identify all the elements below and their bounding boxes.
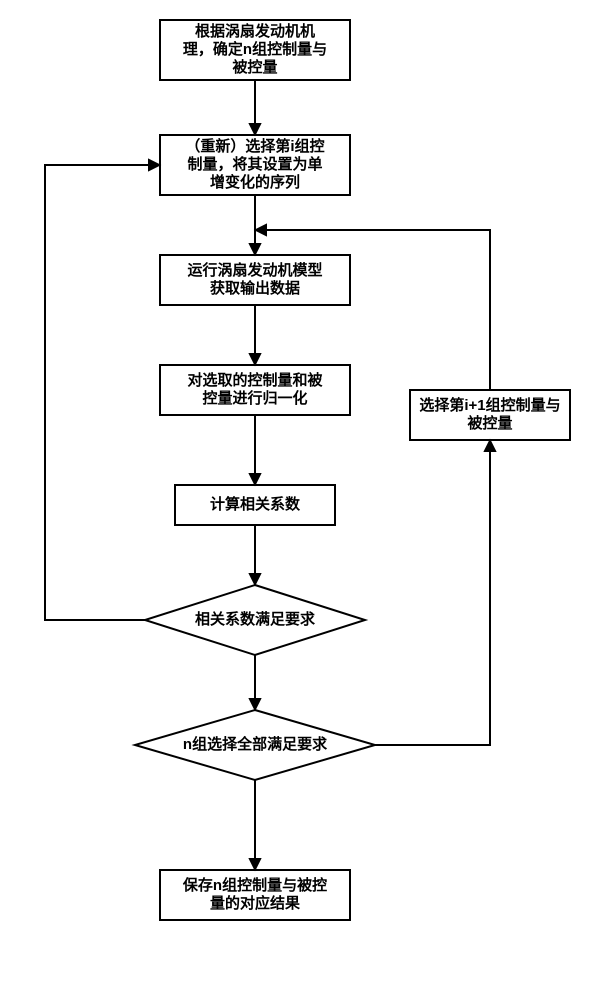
node-label: （重新）选择第i组控: [185, 137, 324, 155]
node-label: 获取输出数据: [210, 279, 300, 297]
flow-edge: [375, 440, 490, 745]
node-label: 理，确定n组控制量与: [183, 40, 327, 58]
flow-edge: [45, 165, 160, 620]
node-label: 根据涡扇发动机机: [195, 22, 315, 40]
node-label: 运行涡扇发动机模型: [187, 261, 322, 279]
node-label: n组选择全部满足要求: [183, 735, 328, 753]
node-label: 计算相关系数: [210, 495, 301, 513]
node-label: 选择第i+1组控制量与: [419, 396, 560, 414]
node-label: 量的对应结果: [210, 894, 301, 912]
node-label: 保存n组控制量与被控: [182, 876, 327, 894]
node-label: 制量，将其设置为单: [187, 155, 322, 173]
node-label: 对选取的控制量和被: [187, 371, 323, 389]
node-label: 相关系数满足要求: [195, 610, 316, 628]
node-label: 增变化的序列: [210, 173, 300, 191]
node-label: 控量进行归一化: [202, 389, 307, 407]
node-label: 被控量: [467, 414, 512, 432]
node-label: 被控量: [232, 58, 277, 76]
